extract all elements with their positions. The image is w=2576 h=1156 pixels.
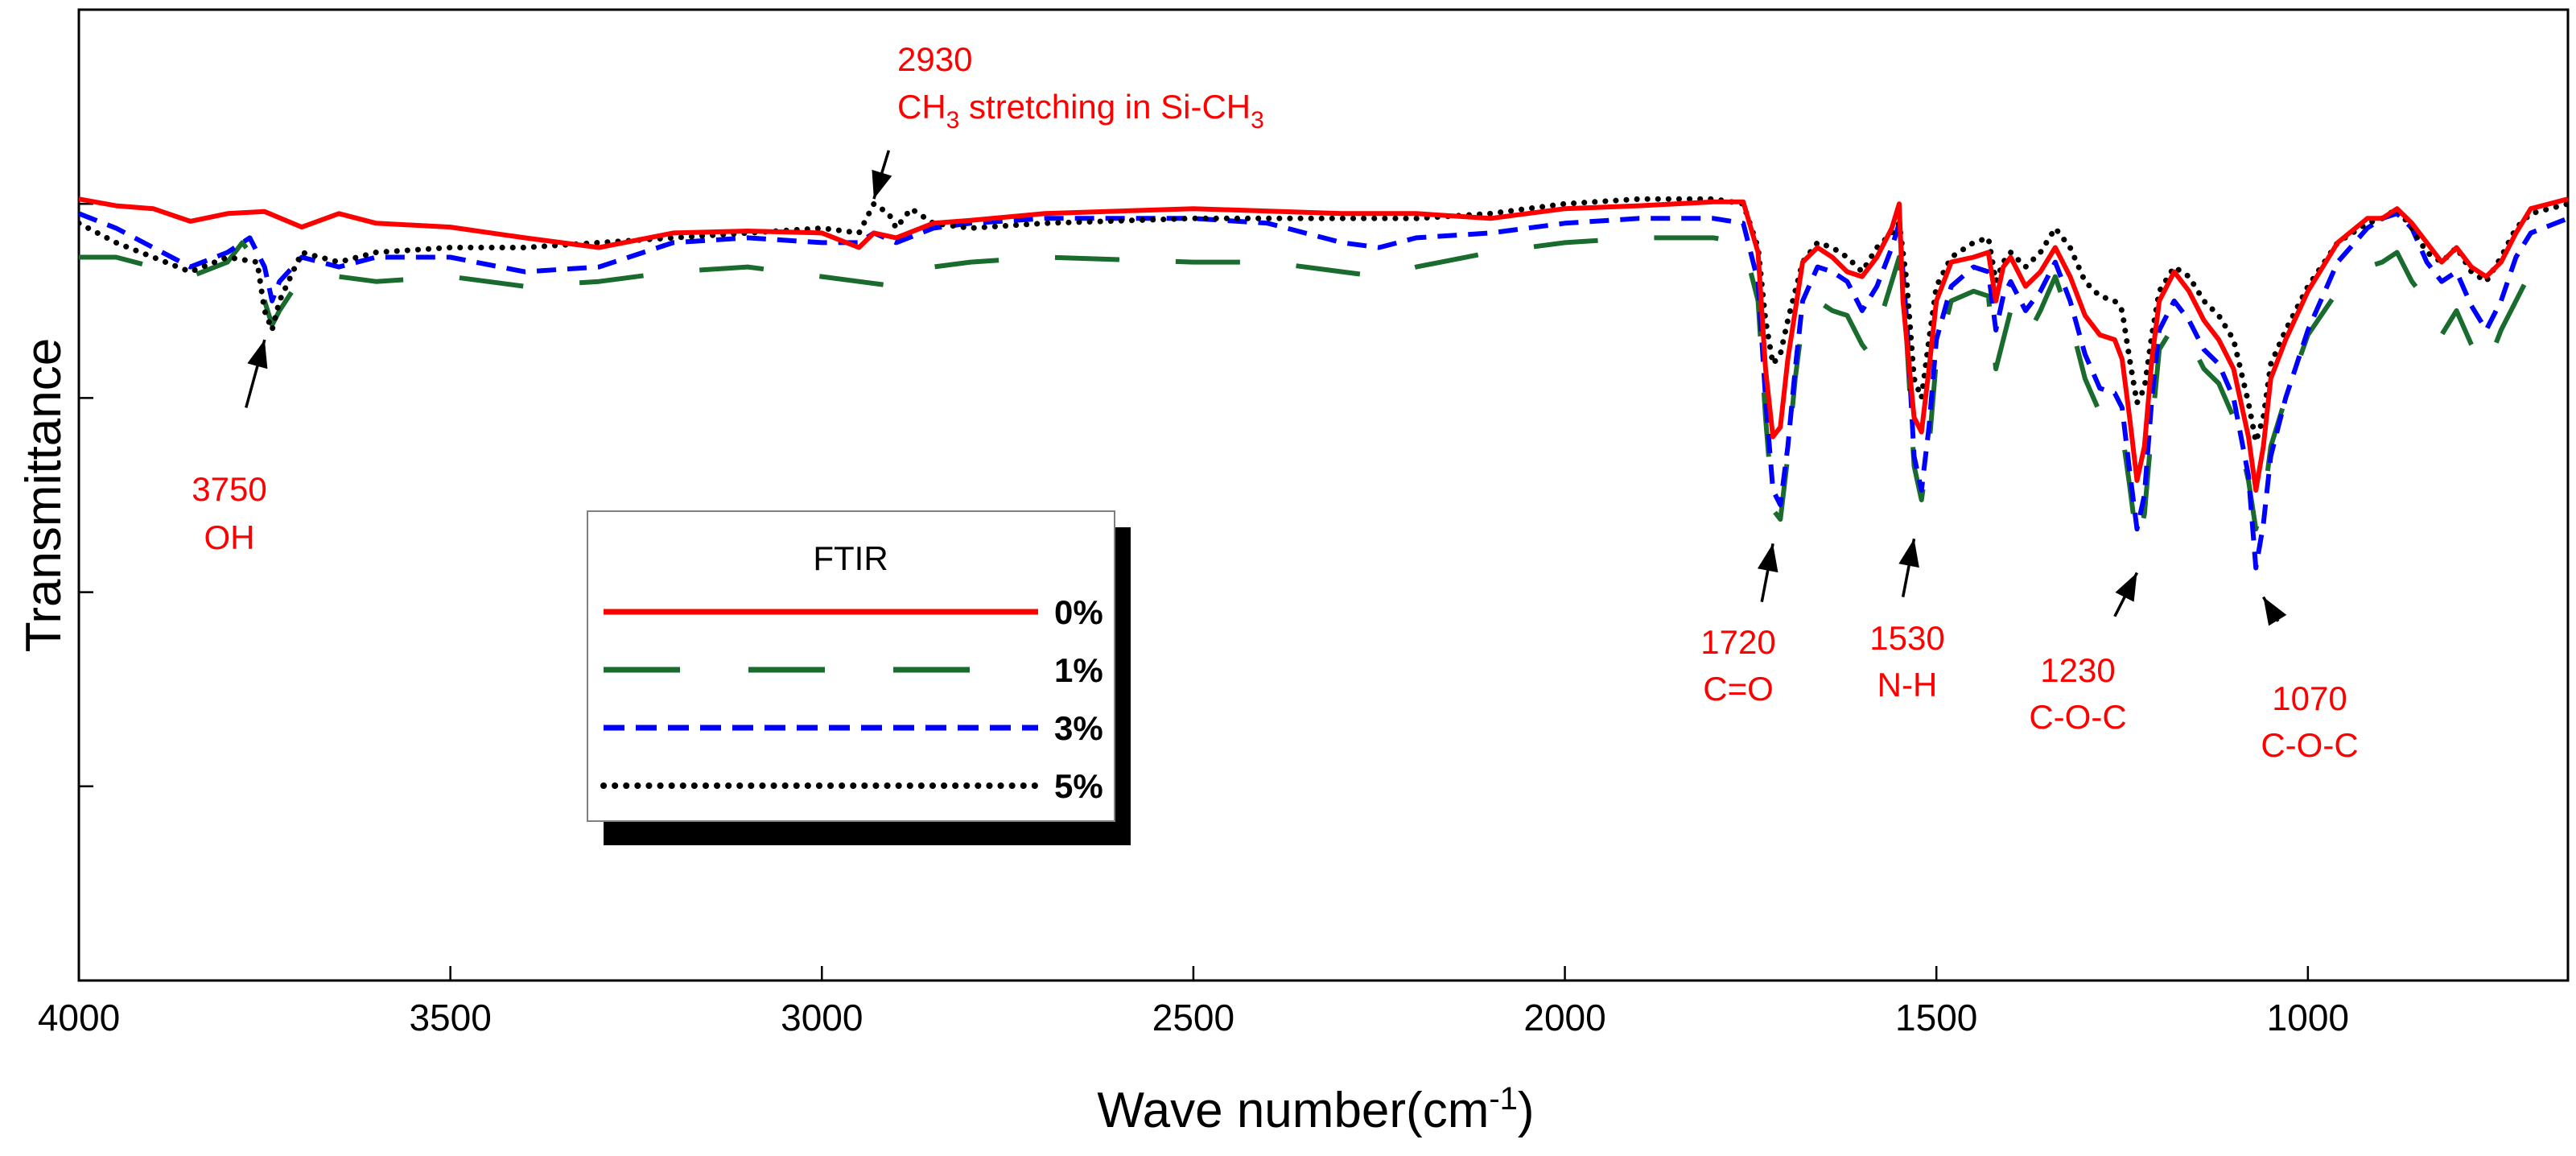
annotation-value: 1230: [2040, 651, 2115, 689]
annotation-nh: 1530 N-H: [1869, 538, 1945, 704]
x-tick-label: 1500: [1895, 997, 1977, 1038]
annotation-arrow-head: [247, 340, 268, 370]
x-tick-label: 2000: [1523, 997, 1605, 1038]
x-tick-label: 4000: [38, 997, 120, 1038]
series-layer: [79, 196, 2568, 571]
annotations-layer: 3750 OH 2930 CH3 stretching in Si-CH3 1720 C=…: [192, 40, 2358, 764]
annotation-label: N-H: [1877, 666, 1938, 704]
series-line-3pct: [79, 211, 2568, 571]
x-axis-ticks: 4000 3500 3000 2500 2000 1500 1000: [38, 966, 2349, 1038]
annotation-value: 3750: [192, 470, 266, 508]
legend-label: 3%: [1054, 709, 1103, 747]
annotation-value: 1530: [1869, 619, 1944, 657]
legend-label: 0%: [1054, 593, 1103, 631]
annotation-arrow-head: [2263, 597, 2287, 626]
annotation-value: 1720: [1700, 623, 1775, 661]
annotation-label: C-O-C: [2261, 726, 2358, 764]
y-axis-ticks: [79, 202, 93, 788]
plot-frame: [77, 8, 2570, 982]
annotation-arrow-head: [2115, 572, 2137, 602]
x-tick-label: 2500: [1152, 997, 1234, 1038]
annotation-coc2: 1070 C-O-C: [2261, 596, 2359, 764]
x-axis-title: Wave number(cm-1): [1097, 1081, 1534, 1138]
annotation-arrow-head: [872, 169, 892, 200]
x-tick-label: 3000: [781, 997, 863, 1038]
legend: FTIR 0% 1% 3% 5%: [587, 510, 1131, 845]
legend-label: 1%: [1054, 651, 1103, 689]
legend-entries: 0% 1% 3% 5%: [600, 593, 1103, 805]
x-axis-title-sup: -1: [1489, 1081, 1518, 1117]
series-line-0pct: [79, 196, 2568, 493]
annotation-label: C=O: [1703, 670, 1774, 708]
annotation-value: 1070: [2272, 679, 2347, 717]
legend-title: FTIR: [813, 539, 888, 577]
x-axis-title-close: ): [1518, 1083, 1535, 1138]
annotation-coc1: 1230 C-O-C: [2029, 572, 2139, 736]
legend-box: [587, 510, 1115, 822]
annotation-label: C-O-C: [2029, 698, 2126, 736]
legend-label: 5%: [1054, 767, 1103, 805]
annotation-arrow-head: [1898, 539, 1919, 568]
annotation-oh: 3750 OH: [192, 339, 268, 556]
annotation-value: 2930: [897, 40, 972, 78]
x-axis-title-text: Wave number(cm: [1097, 1083, 1489, 1138]
y-axis-title: Transmittance: [16, 338, 72, 653]
annotation-arrow-head: [1757, 543, 1778, 573]
annotation-label: CH3 stretching in Si-CH3: [897, 88, 1264, 134]
x-tick-label: 3500: [409, 997, 491, 1038]
annotation-label: OH: [204, 518, 255, 556]
annotation-ch3: 2930 CH3 stretching in Si-CH3: [872, 40, 1264, 200]
annotation-co: 1720 C=O: [1700, 543, 1778, 708]
x-tick-label: 1000: [2267, 997, 2349, 1038]
